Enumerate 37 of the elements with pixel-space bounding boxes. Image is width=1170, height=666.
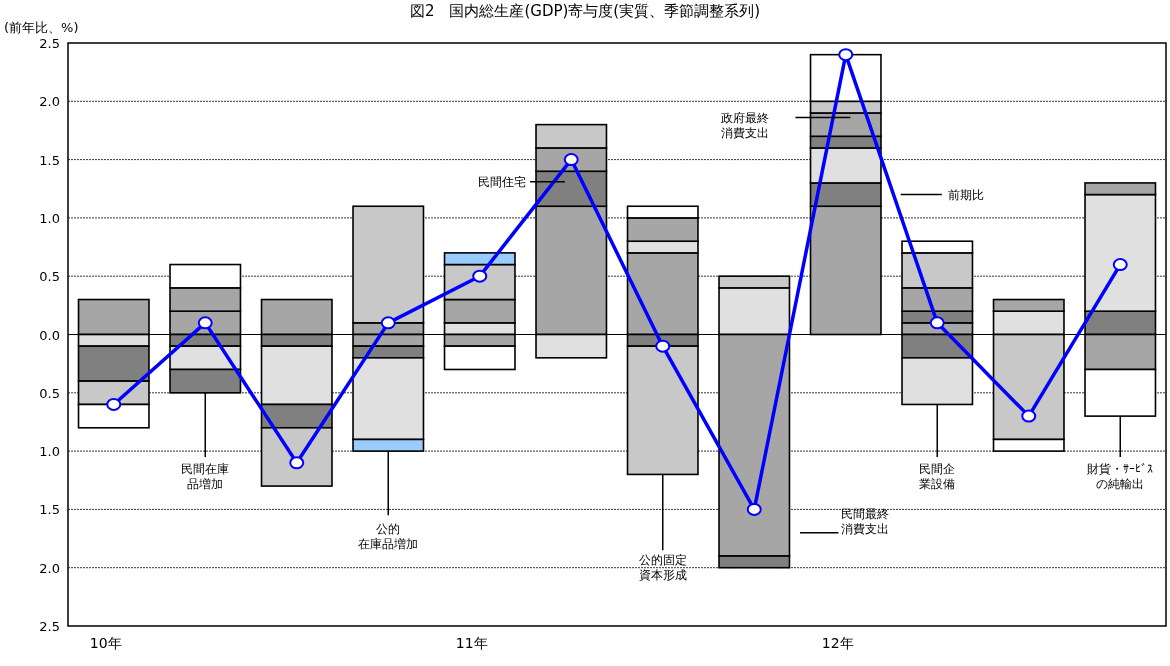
annotation: 公的在庫品増加 (358, 522, 419, 552)
point (380, 316, 396, 330)
y-tick-label: 1.5 (39, 502, 60, 518)
y-tick-label: 0.5 (39, 385, 60, 401)
point (563, 153, 579, 167)
point (838, 48, 854, 62)
y-tick-label: 1.5 (39, 152, 60, 168)
point (746, 502, 762, 516)
annotation: 民間企業設備 (919, 461, 956, 491)
point (472, 269, 488, 283)
y-tick-label: 2.0 (39, 560, 60, 576)
text: 前期比 (948, 187, 985, 202)
y-tick-label: 0.0 (39, 327, 60, 343)
point (1112, 258, 1128, 272)
y-tick-label: 1.0 (39, 210, 60, 226)
y-axis-title: (前年比、%) (4, 20, 79, 35)
point (929, 316, 945, 330)
point (106, 397, 122, 411)
point (197, 316, 213, 330)
annotation: 政府最終消費支出 (721, 110, 770, 140)
annotation: 公的固定資本形成 (638, 553, 687, 583)
x-tick-label: 10年 (89, 635, 122, 651)
annotation: 民間最終消費支出 (841, 507, 890, 537)
y-tick-label: 2.5 (39, 619, 60, 634)
x-tick-label: 11年 (455, 635, 488, 651)
point (655, 339, 671, 353)
chart-title: 図2 国内総生産(GDP)寄与度(実質、季節調整系列) (409, 2, 761, 20)
y-tick-label: 2.0 (39, 94, 60, 110)
y-tick-label: 0.5 (39, 269, 60, 285)
point (289, 456, 305, 470)
annotation: 財貨・ｻｰﾋﾞｽの純輸出 (1087, 461, 1154, 491)
annotation: 民間住宅 (477, 174, 526, 189)
annotation: 民間在庫品増加 (181, 461, 230, 491)
point (1021, 409, 1037, 423)
y-tick-label: 2.5 (39, 36, 60, 51)
x-tick-label: 12年 (821, 635, 854, 651)
y-tick-label: 1.0 (39, 444, 60, 460)
